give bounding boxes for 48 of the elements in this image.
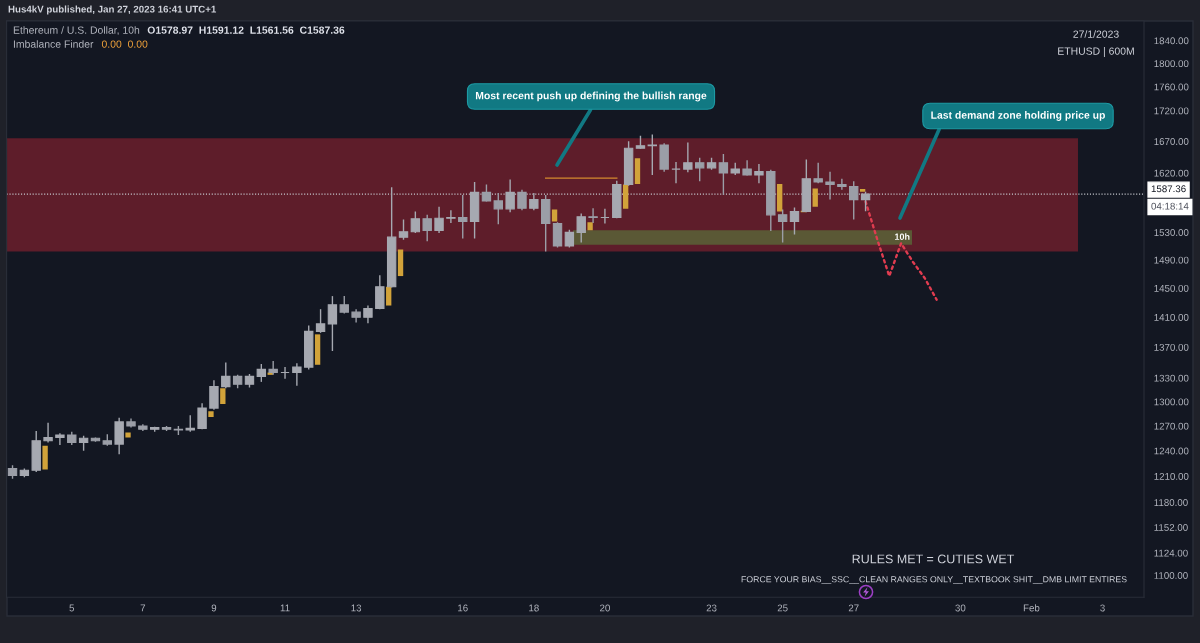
x-tick-label: 3 [1100,604,1105,612]
y-tick-label: 1240.00 [1154,447,1189,455]
y-tick-label: 1530.00 [1154,229,1189,236]
x-tick-label: 30 [955,604,966,612]
y-tick-label: 1330.00 [1154,374,1189,382]
x-tick-label: 18 [529,604,539,612]
y-tick-label: 1670.00 [1154,138,1189,145]
y-tick-label: 1100.00 [1154,572,1188,579]
y-tick-label: 1620.00 [1154,169,1189,177]
y-tick-label: 1410.00 [1154,314,1189,321]
chart-title: Ethereum / U.S. Dollar, 10h [13,26,140,36]
band-label: 10h [895,233,910,240]
text: 04:18:14 [1151,202,1189,210]
y-tick-label: 1450.00 [1154,284,1189,292]
y-tick-label: 1300.00 [1154,398,1189,406]
x-tick-label: 9 [211,604,217,612]
annotation: ETHUSD | 600M [1058,47,1134,57]
y-tick-label: 1800.00 [1154,60,1189,68]
ref-line-label: 1587.36 [1151,185,1186,193]
x-tick-label: 25 [777,604,788,612]
annotation: Most recent push up defining the bullish range [475,91,707,102]
y-tick-label: 1210.00 [1154,473,1189,480]
y-tick-label: 1490.00 [1154,256,1189,264]
annotation: Imbalance Finder [13,40,94,48]
x-tick-label: 16 [458,604,468,612]
y-tick-label: 1124.00 [1154,549,1188,557]
y-tick-label: 1152.00 [1154,524,1188,531]
x-tick-label: 20 [600,604,610,612]
annotation: 27/1/2023 [1073,30,1119,38]
annotation: RULES MET = CUTIES WET [852,554,1015,564]
x-tick-label: 7 [140,604,146,612]
x-tick-label: 5 [69,604,75,612]
annotation: FORCE YOUR BIAS__SSC__CLEAN RANGES ONLY__TEXTBOOK SHIT__DMB LIMIT ENTIRES [741,576,1127,584]
y-tick-label: 1760.00 [1154,83,1189,91]
x-tick-label: 23 [706,604,717,612]
text: Hus4kV published, Jan 27, 2023 16:41 UTC+1 [8,5,217,15]
y-tick-label: 1180.00 [1154,499,1188,506]
x-tick-label: 13 [351,604,362,612]
y-tick-label: 1720.00 [1154,107,1189,115]
chart-subtitle: O1578.97 H1591.12 L1561.56 C1587.36 [147,26,345,34]
y-tick-label: 1370.00 [1154,343,1189,351]
annotation: Last demand zone holding price up [931,111,1105,121]
y-tick-label: 1270.00 [1154,422,1189,430]
annotation: 0.00 0.00 [101,40,148,48]
x-tick-label: 27 [848,604,859,612]
x-tick-label: Feb [1023,604,1040,612]
x-tick-label: 11 [280,604,290,612]
y-tick-label: 1840.00 [1154,37,1189,45]
